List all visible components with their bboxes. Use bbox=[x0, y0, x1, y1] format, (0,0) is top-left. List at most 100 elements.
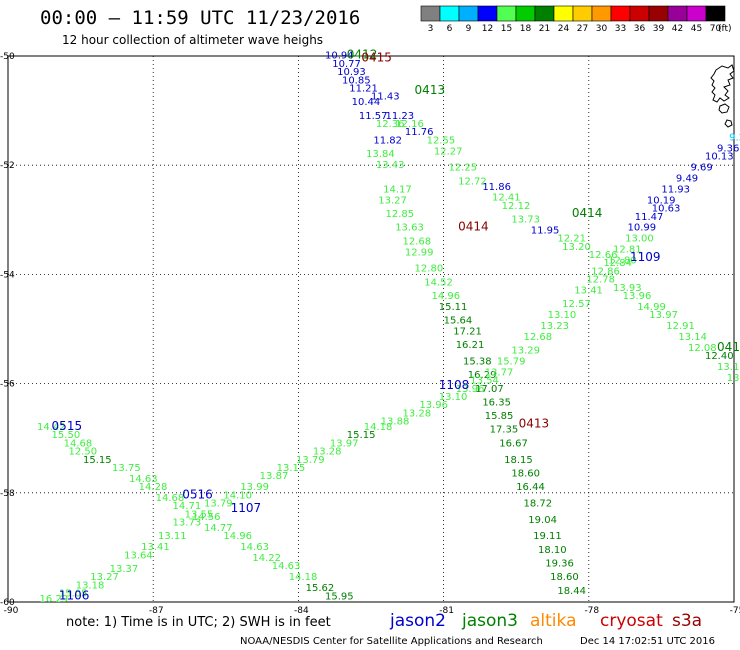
wave-height-value: 10.93 bbox=[337, 67, 366, 78]
colorbar-swatch bbox=[705, 5, 726, 22]
wave-height-value: 13.87 bbox=[260, 471, 289, 482]
wave-height-value: 12.80 bbox=[415, 264, 444, 275]
legend-cryosat: cryosat bbox=[600, 611, 663, 631]
colorbar-swatch bbox=[572, 5, 593, 22]
wave-height-value: 10.44 bbox=[352, 97, 381, 108]
wave-height-value: 12.66 bbox=[589, 250, 618, 261]
wave-height-value: 12.80 bbox=[608, 255, 637, 266]
colorbar-swatch bbox=[667, 5, 688, 22]
x-tick-label: -87 bbox=[149, 606, 164, 616]
pass-label: 0412 bbox=[347, 48, 378, 62]
wave-height-value: 19.36 bbox=[545, 559, 574, 570]
colorbar-swatch bbox=[629, 5, 650, 22]
pass-label: 0414 bbox=[458, 220, 489, 234]
wave-height-value: 11.95 bbox=[531, 225, 560, 236]
wave-height-value: 12.84 bbox=[603, 258, 632, 269]
wave-height-value: 12.86 bbox=[591, 266, 620, 277]
legend-s3a: s3a bbox=[672, 611, 702, 631]
wave-height-value: 12.68 bbox=[402, 236, 431, 247]
wave-height-value: 13.55 bbox=[185, 509, 214, 520]
wave-height-value: 9.69 bbox=[690, 163, 712, 174]
wave-height-value: 13.75 bbox=[112, 463, 141, 474]
wave-height-value: 17.35 bbox=[490, 425, 519, 436]
wave-height-value: 11.93 bbox=[661, 185, 690, 196]
wave-height-value: 13.64 bbox=[124, 550, 153, 561]
footer-note: note: 1) Time is in UTC; 2) SWH is in fe… bbox=[66, 615, 331, 630]
wave-height-value: 15.95 bbox=[325, 591, 354, 602]
legend-jason3: jason3 bbox=[461, 611, 518, 631]
colorbar-label: 30 bbox=[596, 24, 608, 34]
legend-altika: altika bbox=[530, 611, 577, 631]
footer-timestamp: Dec 14 17:02:51 UTC 2016 bbox=[580, 636, 715, 647]
wave-height-value: 12.12 bbox=[502, 201, 531, 212]
wave-height-value: 14.17 bbox=[383, 185, 412, 196]
wave-height-value: 19.11 bbox=[533, 531, 562, 542]
y-tick-label: -60 bbox=[0, 598, 15, 608]
x-tick-label: -90 bbox=[4, 606, 19, 616]
wave-height-value: 13.97 bbox=[649, 310, 678, 321]
wave-height-value: 13.27 bbox=[90, 572, 119, 583]
colorbar-label: 21 bbox=[539, 24, 550, 34]
colorbar-swatch bbox=[439, 5, 460, 22]
pass-label: 1106 bbox=[59, 588, 90, 602]
colorbar-unit: (ft) bbox=[718, 24, 732, 34]
wave-height-value: 12.91 bbox=[666, 321, 695, 332]
wave-height-value: 10.94 bbox=[325, 51, 354, 62]
wave-height-value: 13.99 bbox=[240, 482, 269, 493]
colorbar-swatch bbox=[458, 5, 479, 22]
wave-height-value: 12.81 bbox=[613, 245, 642, 256]
x-tick-label: -78 bbox=[584, 606, 599, 616]
wave-height-value: 13.10 bbox=[548, 310, 577, 321]
wave-height-value: 13.10 bbox=[439, 392, 468, 403]
wave-height-value: 14.96 bbox=[432, 291, 461, 302]
wave-height-value: 14.63 bbox=[129, 474, 158, 485]
wave-height-value: 16.29 bbox=[39, 594, 68, 605]
pass-label: 0415 bbox=[717, 340, 740, 354]
wave-height-value: 16.21 bbox=[456, 340, 485, 351]
wave-height-value: 14.28 bbox=[139, 482, 168, 493]
pass-label: 1109 bbox=[630, 250, 661, 264]
colorbar-label: 39 bbox=[653, 24, 665, 34]
wave-height-value: 15.50 bbox=[52, 430, 81, 441]
colorbar-label: 6 bbox=[447, 24, 453, 34]
wave-height-value: 15.15 bbox=[347, 430, 376, 441]
wave-height-value: 12.50 bbox=[69, 447, 98, 458]
x-tick-label: -84 bbox=[294, 606, 309, 616]
wave-height-value: 13.88 bbox=[381, 417, 410, 428]
wave-height-value: 15.85 bbox=[485, 411, 514, 422]
colorbar-label: 33 bbox=[615, 24, 626, 34]
colorbar-swatch bbox=[477, 5, 498, 22]
y-tick-label: -56 bbox=[0, 380, 15, 390]
land-outline bbox=[710, 64, 735, 128]
x-tick-label: -75 bbox=[730, 606, 740, 616]
wave-height-value: 13.15 bbox=[277, 463, 306, 474]
colorbar-label: 70 bbox=[710, 24, 722, 34]
colorbar-label: 18 bbox=[520, 24, 532, 34]
wave-height-value: 13.79 bbox=[296, 455, 325, 466]
chart-title: 00:00 – 11:59 UTC 11/23/2016 bbox=[40, 7, 360, 29]
wave-height-value: 14.42 bbox=[37, 422, 66, 433]
wave-height-value: 12.72 bbox=[458, 176, 487, 187]
wave-height-value: 16.29 bbox=[468, 370, 497, 381]
colorbar-label: 9 bbox=[466, 24, 472, 34]
y-tick-label: -54 bbox=[0, 270, 15, 280]
colorbar-label: 36 bbox=[634, 24, 646, 34]
pass-label: 0413 bbox=[519, 416, 550, 430]
wave-height-value: 13.14 bbox=[678, 332, 707, 343]
pass-label: 0415 bbox=[361, 50, 392, 64]
wave-height-value: 13.18 bbox=[76, 580, 105, 591]
axis-tick-labels: -90 -87 -84 -81 -78 -75 -50 -52 -54 -56 -58 -60 bbox=[0, 52, 740, 616]
pass-label: 0414 bbox=[572, 206, 603, 220]
wave-height-value: 13.37 bbox=[110, 564, 139, 575]
wave-height-value: 12.08 bbox=[688, 343, 717, 354]
pass-label: 0413 bbox=[415, 83, 446, 97]
pass-label: 0516 bbox=[182, 487, 213, 501]
wave-height-value: 18.60 bbox=[550, 572, 579, 583]
wave-height-value: 12.21 bbox=[557, 234, 586, 245]
pass-label: 1108 bbox=[439, 378, 470, 392]
satellite-legend: jason2 jason3 altika cryosat s3a bbox=[389, 611, 702, 631]
wave-height-value: 9.49 bbox=[676, 174, 698, 185]
wave-height-value: 11.86 bbox=[482, 182, 511, 193]
